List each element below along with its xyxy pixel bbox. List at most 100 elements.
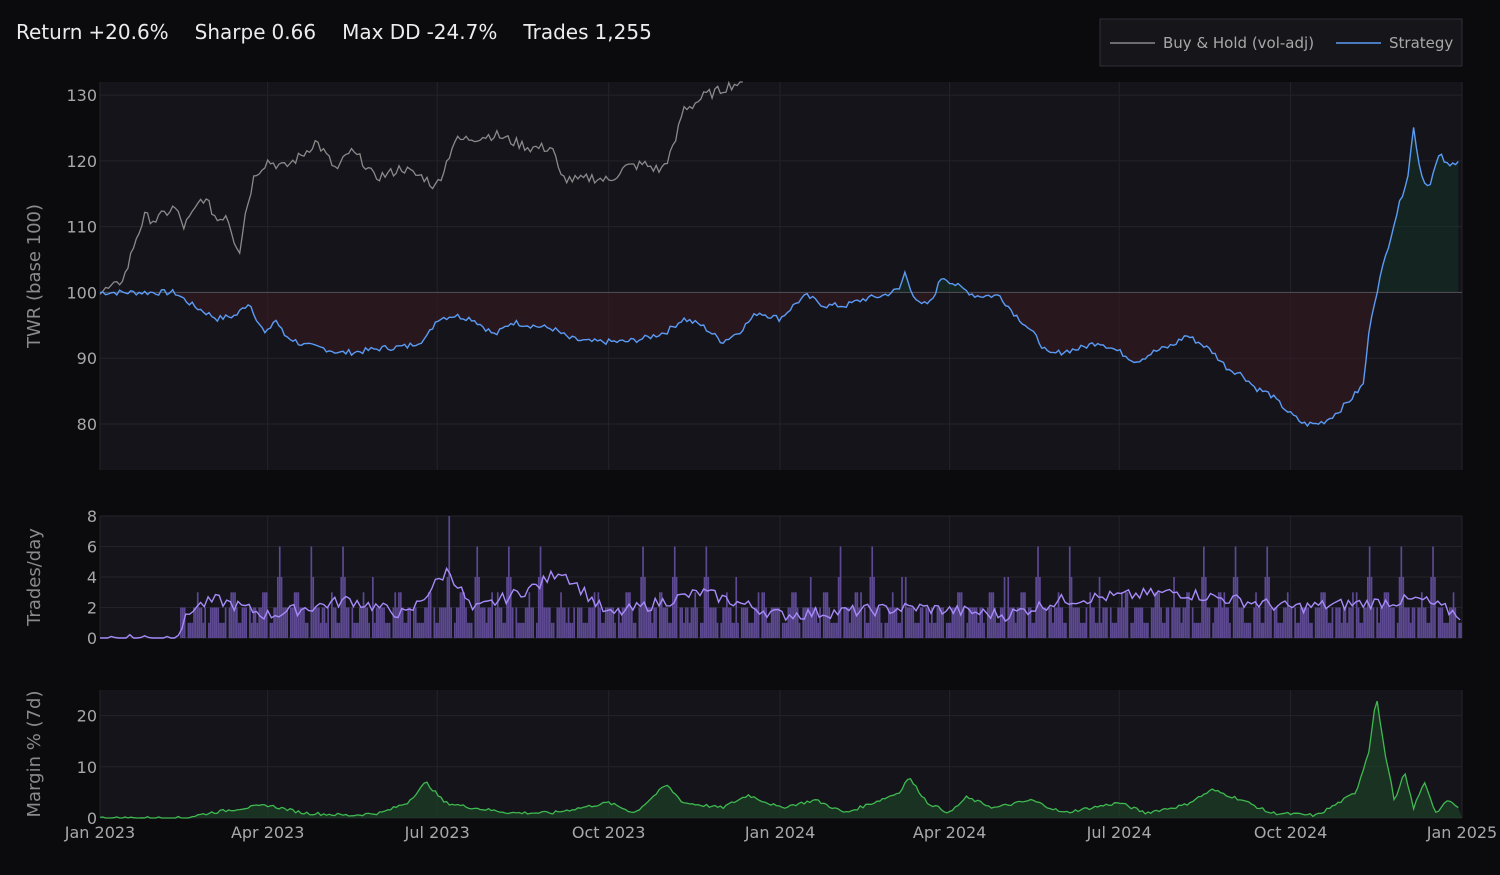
trades-bar bbox=[1091, 607, 1093, 638]
trades-bar bbox=[996, 622, 998, 639]
trades-bar bbox=[420, 622, 423, 639]
trades-bar bbox=[381, 607, 383, 638]
trades-bar bbox=[468, 622, 471, 639]
trades-bar bbox=[651, 622, 654, 639]
stat-trades-value: 1,255 bbox=[594, 20, 652, 44]
trades-bar bbox=[1063, 622, 1065, 639]
trades-bar bbox=[241, 607, 244, 638]
trades-bar bbox=[1016, 607, 1019, 638]
trades-bar bbox=[1156, 592, 1159, 639]
trades-bar bbox=[345, 607, 348, 638]
trades-bar bbox=[904, 577, 907, 638]
trades-bar bbox=[1232, 577, 1235, 638]
trades-bar bbox=[476, 546, 479, 638]
trades-bar bbox=[765, 607, 767, 638]
trades-bar bbox=[947, 622, 950, 639]
trades-bar bbox=[735, 577, 738, 638]
trades-bar bbox=[1460, 622, 1462, 639]
trades-bar bbox=[653, 607, 656, 638]
trades-bar bbox=[951, 607, 954, 638]
y-tick-label: 2 bbox=[87, 599, 97, 618]
trades-bar bbox=[1378, 622, 1380, 639]
trades-bar bbox=[1223, 592, 1226, 639]
trades-bar bbox=[970, 607, 972, 638]
y-tick-label: 120 bbox=[66, 152, 97, 171]
trades-bar bbox=[590, 607, 592, 638]
trades-bar bbox=[1376, 607, 1378, 638]
trades-bar bbox=[1452, 592, 1455, 639]
trades-bar bbox=[1167, 607, 1170, 638]
trades-bar bbox=[264, 592, 266, 639]
trades-bar bbox=[597, 592, 600, 639]
trades-bar bbox=[487, 607, 490, 638]
trades-bar bbox=[1081, 622, 1084, 639]
legend-label-strategy[interactable]: Strategy bbox=[1389, 34, 1453, 52]
trades-bar bbox=[526, 607, 529, 638]
trades-bar bbox=[875, 607, 877, 638]
y-tick-label: 6 bbox=[87, 538, 97, 557]
trades-bar bbox=[1260, 622, 1263, 639]
trades-bar bbox=[1173, 577, 1175, 638]
trades-bar bbox=[314, 607, 316, 638]
trades-bar bbox=[1326, 607, 1328, 638]
trades-bar bbox=[1402, 577, 1405, 638]
y-axis-label: Margin % (7d) bbox=[24, 691, 45, 818]
trades-bar bbox=[230, 592, 233, 639]
trades-bar bbox=[1253, 607, 1255, 638]
y-tick-label: 4 bbox=[87, 568, 97, 587]
trades-bar bbox=[1450, 607, 1453, 638]
trades-bar bbox=[711, 607, 713, 638]
trades-bar bbox=[836, 622, 838, 639]
trades-bar bbox=[284, 607, 287, 638]
trades-bar bbox=[863, 607, 866, 638]
trades-bar bbox=[1314, 607, 1317, 638]
trades-bar bbox=[342, 546, 344, 638]
trades-bar bbox=[932, 622, 935, 639]
trades-bar bbox=[252, 607, 255, 638]
trades-bar bbox=[459, 592, 462, 639]
trades-bar bbox=[655, 607, 657, 638]
stat-trades: Trades 1,255 bbox=[523, 20, 651, 44]
trades-bar bbox=[612, 607, 615, 638]
legend[interactable] bbox=[1099, 18, 1463, 67]
trades-bar bbox=[208, 622, 210, 639]
trades-bar bbox=[478, 577, 480, 638]
trades-bar bbox=[405, 622, 408, 639]
summary-stats: Return +20.6% Sharpe 0.66 Max DD -24.7% Tra… bbox=[16, 20, 652, 44]
trades-bar bbox=[545, 607, 547, 638]
trades-bar bbox=[1368, 546, 1371, 638]
trades-bar bbox=[1421, 592, 1423, 639]
trades-bar bbox=[1404, 607, 1406, 638]
trades-bar bbox=[849, 622, 851, 639]
trades-bar bbox=[1100, 622, 1103, 639]
trades-bar bbox=[832, 622, 834, 639]
trades-bar bbox=[731, 622, 734, 639]
trades-bar bbox=[977, 622, 980, 639]
trades-bar bbox=[1443, 622, 1446, 639]
trades-bar bbox=[1419, 607, 1421, 638]
trades-bar bbox=[1337, 607, 1339, 638]
trades-bar bbox=[754, 607, 756, 638]
trades-bar bbox=[1165, 607, 1168, 638]
trades-bar bbox=[906, 607, 909, 638]
trades-bar bbox=[1217, 592, 1220, 639]
trades-bar bbox=[305, 622, 307, 639]
trades-bar bbox=[560, 592, 562, 639]
trades-bar bbox=[673, 546, 676, 638]
trades-bar bbox=[1037, 546, 1039, 638]
legend-label-buyhold[interactable]: Buy & Hold (vol-adj) bbox=[1163, 34, 1314, 52]
trades-bar bbox=[757, 592, 760, 639]
trades-bar bbox=[563, 607, 566, 638]
trades-bar bbox=[578, 607, 581, 638]
trades-bar bbox=[1080, 622, 1082, 639]
trades-bar bbox=[562, 607, 564, 638]
trades-bar bbox=[1411, 607, 1414, 638]
trades-bar bbox=[1352, 592, 1354, 639]
trades-bar bbox=[1119, 607, 1121, 638]
trades-bar bbox=[688, 622, 691, 639]
stat-return-label: Return bbox=[16, 20, 83, 44]
trades-bar bbox=[845, 607, 847, 638]
trades-bar bbox=[1424, 607, 1427, 638]
trades-bar bbox=[1109, 607, 1112, 638]
trades-bar bbox=[223, 622, 225, 639]
